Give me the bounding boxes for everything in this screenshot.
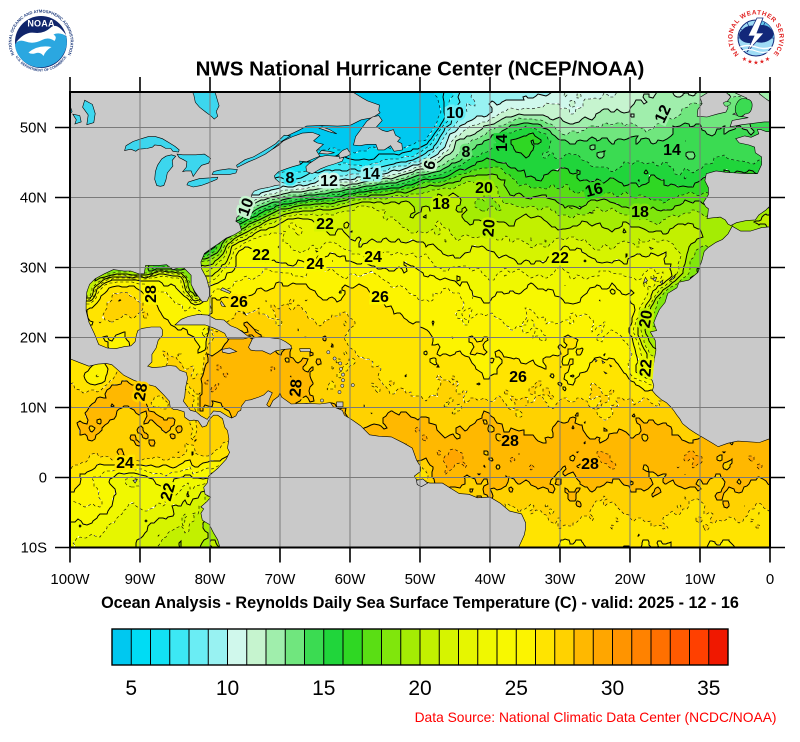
svg-text:20: 20 <box>408 677 431 700</box>
svg-text:NOAA: NOAA <box>27 19 55 29</box>
svg-text:26: 26 <box>371 289 389 306</box>
svg-text:NWS National Hurricane Center: NWS National Hurricane Center (NCEP/NOAA… <box>196 58 645 81</box>
svg-text:20: 20 <box>480 218 498 237</box>
svg-text:30N: 30N <box>20 261 47 277</box>
svg-text:28: 28 <box>287 378 305 397</box>
svg-text:50W: 50W <box>405 571 437 588</box>
svg-text:0: 0 <box>39 471 47 487</box>
svg-text:24: 24 <box>116 455 134 472</box>
svg-text:14: 14 <box>494 134 511 152</box>
svg-text:35: 35 <box>697 677 720 700</box>
svg-text:40N: 40N <box>20 191 47 207</box>
svg-text:100W: 100W <box>50 571 90 588</box>
svg-text:60W: 60W <box>335 571 367 588</box>
svg-text:5: 5 <box>125 677 137 700</box>
svg-text:Data Source: National Climatic: Data Source: National Climatic Data Cent… <box>415 710 777 725</box>
svg-text:24: 24 <box>364 249 382 266</box>
svg-text:20N: 20N <box>20 331 47 347</box>
svg-text:14: 14 <box>663 142 681 159</box>
svg-text:10W: 10W <box>685 571 717 588</box>
svg-text:26: 26 <box>509 369 527 386</box>
svg-text:20: 20 <box>637 309 657 330</box>
svg-text:10: 10 <box>216 677 239 700</box>
svg-text:0: 0 <box>766 571 774 588</box>
svg-text:40W: 40W <box>475 571 507 588</box>
svg-text:★: ★ <box>759 59 764 66</box>
svg-text:28: 28 <box>501 433 519 450</box>
svg-text:★: ★ <box>742 56 747 63</box>
svg-text:28: 28 <box>143 285 160 303</box>
svg-text:Ocean Analysis - Reynolds Dail: Ocean Analysis - Reynolds Daily Sea Surf… <box>101 594 739 612</box>
svg-text:30: 30 <box>601 677 624 700</box>
svg-text:★: ★ <box>747 59 752 66</box>
svg-text:14: 14 <box>362 166 380 183</box>
svg-text:28: 28 <box>132 382 152 403</box>
svg-text:22: 22 <box>316 216 334 233</box>
svg-text:26: 26 <box>230 294 248 311</box>
svg-text:20: 20 <box>475 180 493 197</box>
svg-text:10N: 10N <box>20 401 47 417</box>
svg-text:12: 12 <box>320 173 338 190</box>
svg-text:8: 8 <box>286 170 295 187</box>
svg-text:★: ★ <box>753 60 758 67</box>
svg-text:10S: 10S <box>21 541 47 557</box>
svg-text:30W: 30W <box>545 571 577 588</box>
svg-text:25: 25 <box>505 677 528 700</box>
svg-text:8: 8 <box>462 144 471 161</box>
svg-text:24: 24 <box>306 256 324 273</box>
svg-text:28: 28 <box>581 456 599 473</box>
svg-text:50N: 50N <box>20 121 47 137</box>
svg-text:22: 22 <box>637 358 655 377</box>
svg-text:20W: 20W <box>615 571 647 588</box>
svg-text:70W: 70W <box>265 571 297 588</box>
svg-text:15: 15 <box>312 677 335 700</box>
svg-text:★: ★ <box>765 56 770 63</box>
svg-text:10: 10 <box>446 105 464 122</box>
svg-text:22: 22 <box>252 247 270 264</box>
svg-text:80W: 80W <box>195 571 227 588</box>
svg-text:22: 22 <box>551 250 569 267</box>
svg-text:18: 18 <box>631 204 649 221</box>
svg-text:90W: 90W <box>125 571 157 588</box>
svg-text:18: 18 <box>432 196 450 213</box>
